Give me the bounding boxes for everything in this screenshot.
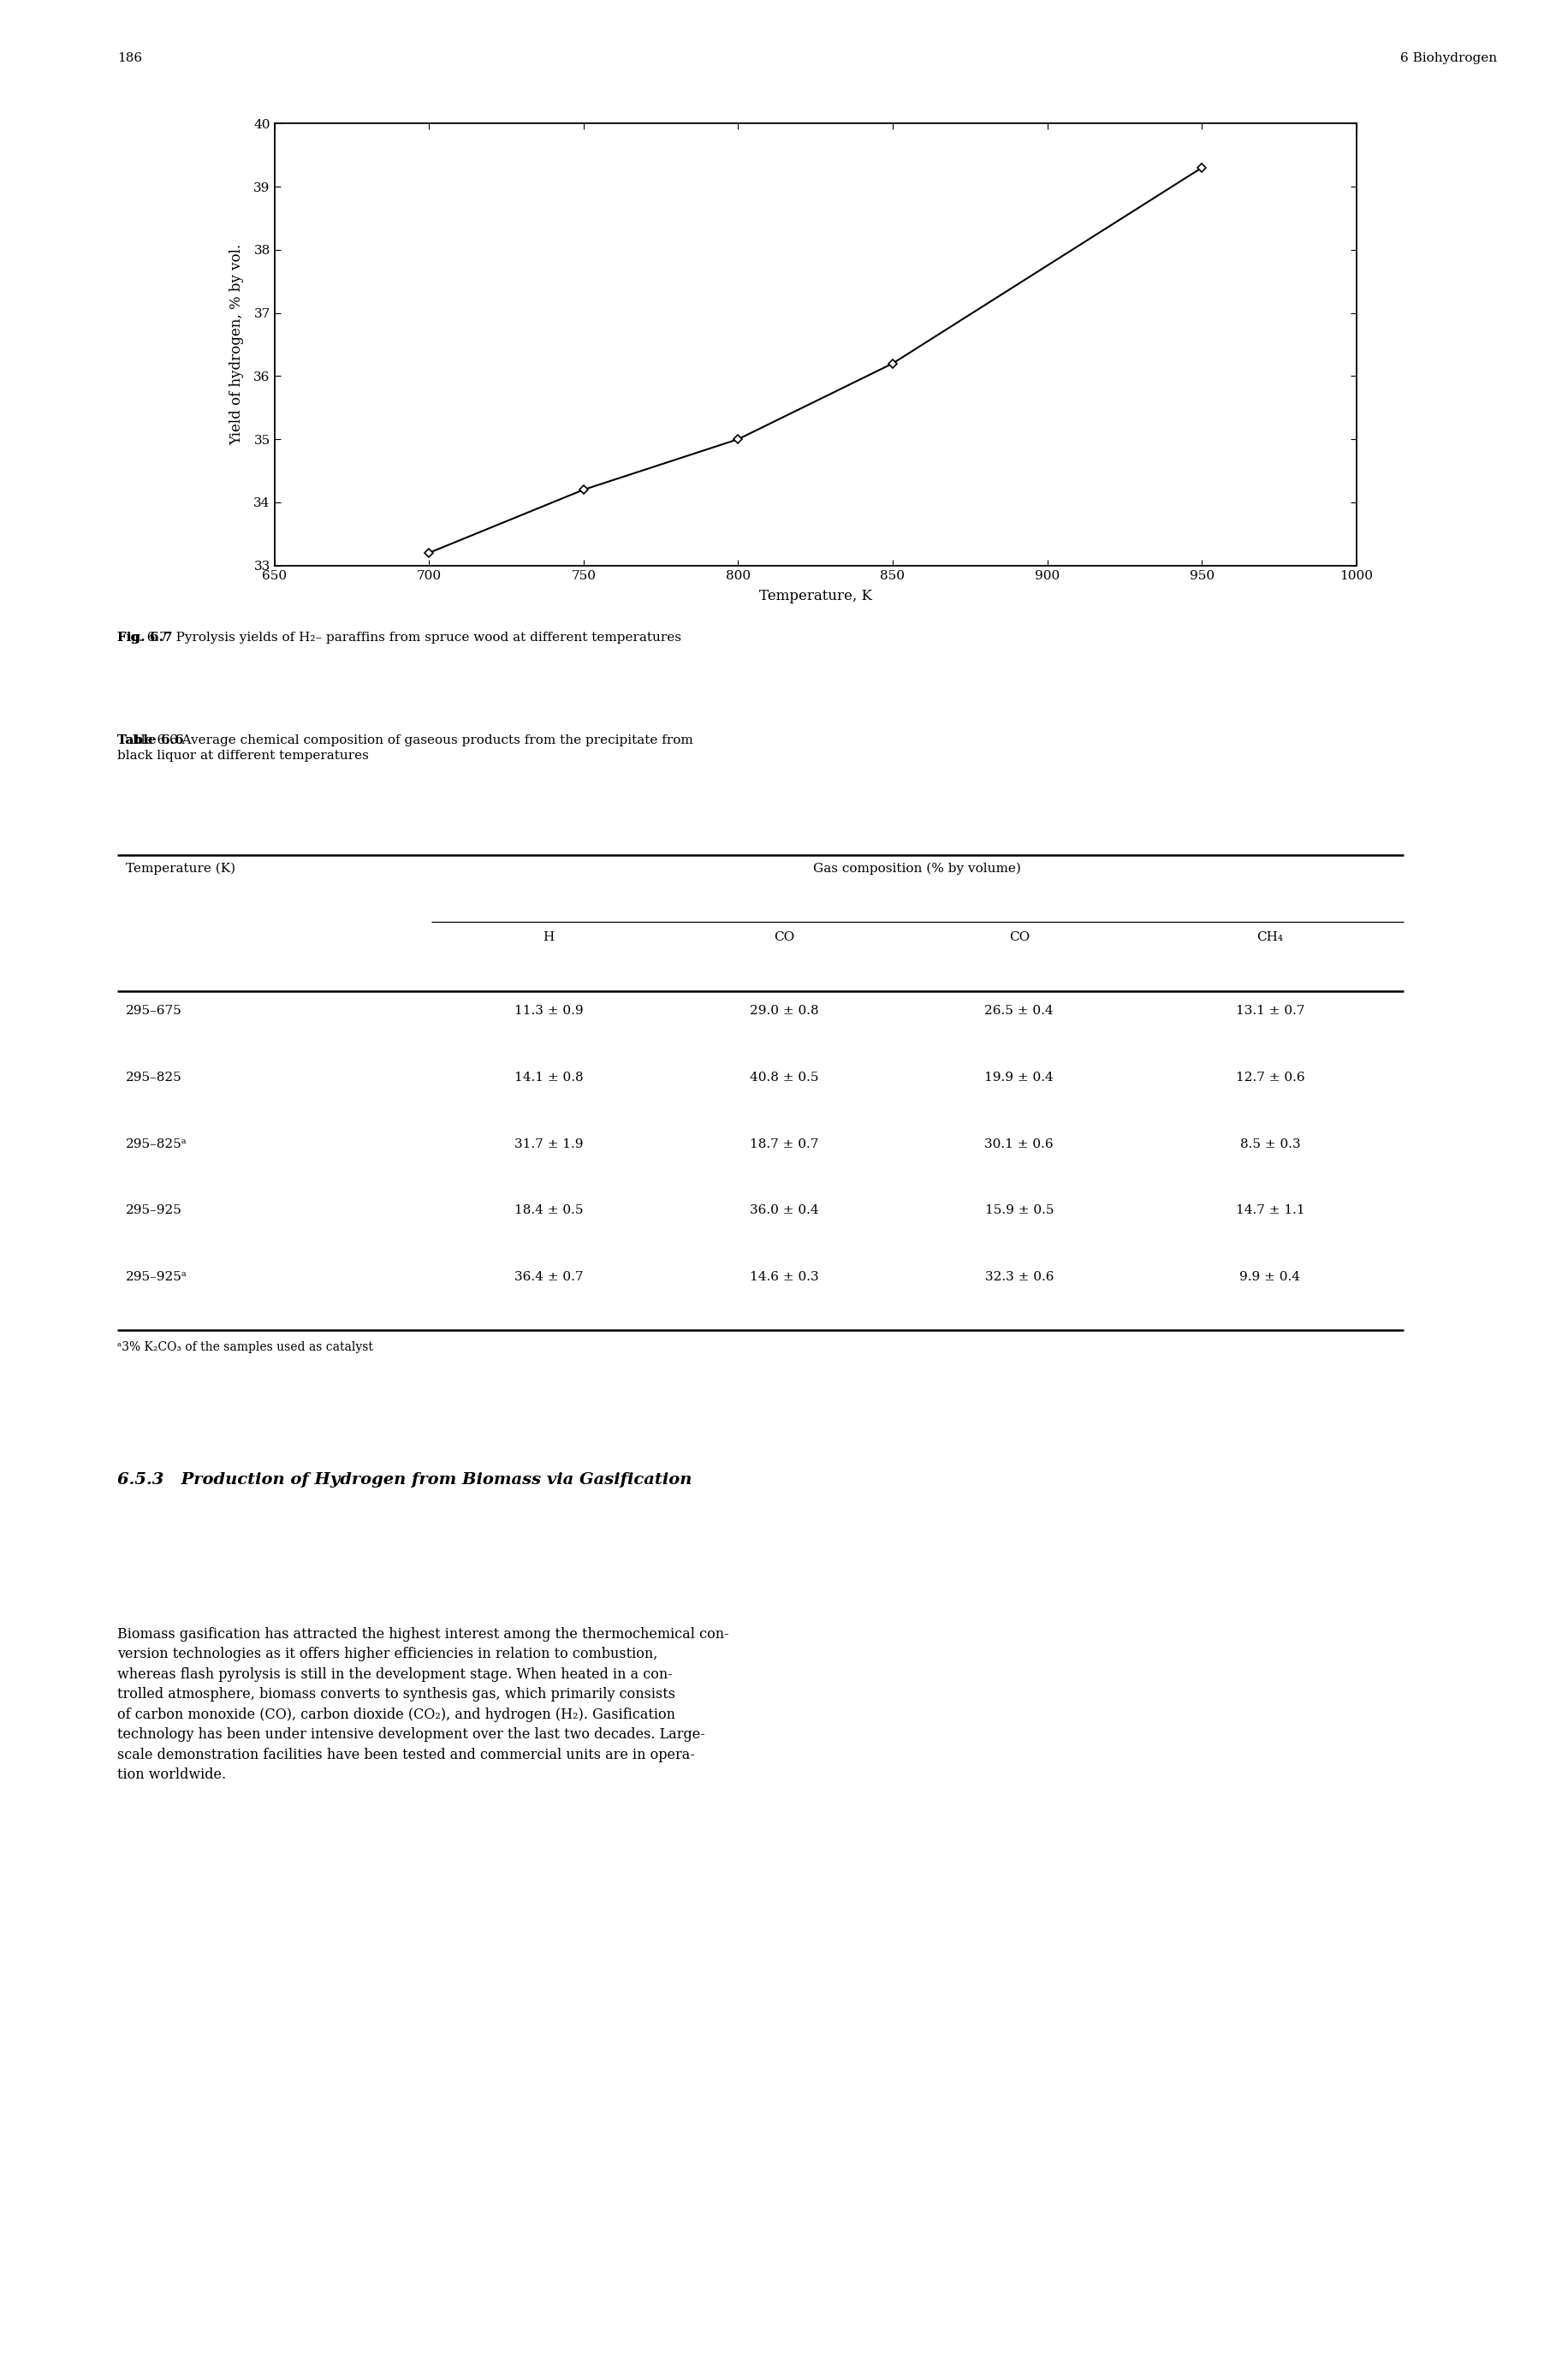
Text: 31.7 ± 1.9: 31.7 ± 1.9 <box>514 1138 583 1150</box>
Text: 6.5.3   Production of Hydrogen from Biomass via Gasification: 6.5.3 Production of Hydrogen from Biomas… <box>118 1473 691 1487</box>
Text: 14.1 ± 0.8: 14.1 ± 0.8 <box>514 1072 583 1083</box>
Text: 19.9 ± 0.4: 19.9 ± 0.4 <box>985 1072 1054 1083</box>
Text: 36.0 ± 0.4: 36.0 ± 0.4 <box>750 1205 818 1217</box>
Text: 11.3 ± 0.9: 11.3 ± 0.9 <box>514 1005 583 1017</box>
Text: 15.9 ± 0.5: 15.9 ± 0.5 <box>985 1205 1054 1217</box>
Text: Table 6.6: Table 6.6 <box>118 734 183 746</box>
Text: 26.5 ± 0.4: 26.5 ± 0.4 <box>985 1005 1054 1017</box>
Text: 36.4 ± 0.7: 36.4 ± 0.7 <box>514 1271 583 1283</box>
Text: 14.6 ± 0.3: 14.6 ± 0.3 <box>750 1271 818 1283</box>
Text: Fig. 6.7: Fig. 6.7 <box>118 632 172 644</box>
Text: 14.7 ± 1.1: 14.7 ± 1.1 <box>1236 1205 1305 1217</box>
Text: 13.1 ± 0.7: 13.1 ± 0.7 <box>1236 1005 1305 1017</box>
Text: 32.3 ± 0.6: 32.3 ± 0.6 <box>985 1271 1054 1283</box>
Text: 8.5 ± 0.3: 8.5 ± 0.3 <box>1240 1138 1300 1150</box>
Text: Gas composition (% by volume): Gas composition (% by volume) <box>814 862 1021 874</box>
Text: 295–925: 295–925 <box>125 1205 182 1217</box>
Text: 29.0 ± 0.8: 29.0 ± 0.8 <box>750 1005 818 1017</box>
Text: 30.1 ± 0.6: 30.1 ± 0.6 <box>985 1138 1054 1150</box>
Text: 18.7 ± 0.7: 18.7 ± 0.7 <box>750 1138 818 1150</box>
Text: Biomass gasification has attracted the highest interest among the thermochemical: Biomass gasification has attracted the h… <box>118 1628 729 1782</box>
Y-axis label: Yield of hydrogen, % by vol.: Yield of hydrogen, % by vol. <box>229 245 245 444</box>
Text: Table 6.6 Average chemical composition of gaseous products from the precipitate : Table 6.6 Average chemical composition o… <box>118 734 693 760</box>
Text: 18.4 ± 0.5: 18.4 ± 0.5 <box>514 1205 583 1217</box>
Text: CH₄: CH₄ <box>1258 931 1283 943</box>
Text: 295–675: 295–675 <box>125 1005 182 1017</box>
Text: H: H <box>543 931 555 943</box>
X-axis label: Temperature, K: Temperature, K <box>759 589 872 604</box>
Text: 9.9 ± 0.4: 9.9 ± 0.4 <box>1240 1271 1300 1283</box>
Text: 6 Biohydrogen: 6 Biohydrogen <box>1400 52 1497 64</box>
Text: CO: CO <box>1008 931 1030 943</box>
Text: 12.7 ± 0.6: 12.7 ± 0.6 <box>1236 1072 1305 1083</box>
Text: 295–825: 295–825 <box>125 1072 182 1083</box>
Text: CO: CO <box>773 931 795 943</box>
Text: 186: 186 <box>118 52 143 64</box>
Text: 295–825ᵃ: 295–825ᵃ <box>125 1138 187 1150</box>
Text: 40.8 ± 0.5: 40.8 ± 0.5 <box>750 1072 818 1083</box>
Text: 295–925ᵃ: 295–925ᵃ <box>125 1271 187 1283</box>
Text: Fig. 6.7  Pyrolysis yields of H₂– paraffins from spruce wood at different temper: Fig. 6.7 Pyrolysis yields of H₂– paraffi… <box>118 632 682 644</box>
Text: Temperature (K): Temperature (K) <box>125 862 235 874</box>
Text: ᵃ3% K₂CO₃ of the samples used as catalyst: ᵃ3% K₂CO₃ of the samples used as catalys… <box>118 1342 373 1354</box>
